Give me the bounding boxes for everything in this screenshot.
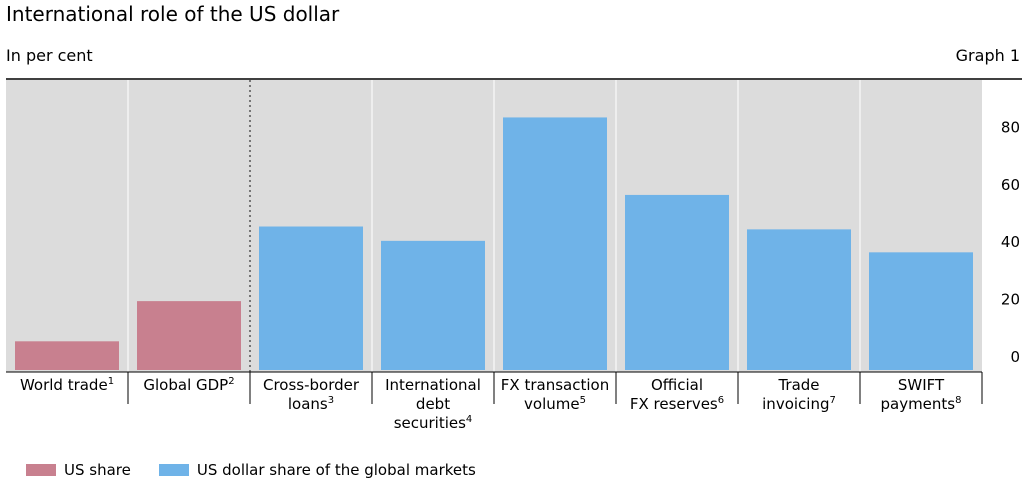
legend-swatch-global-markets (158, 464, 189, 476)
chart-title: International role of the US dollar (6, 2, 340, 26)
x-category-label: Official FX reserves6 (630, 376, 724, 413)
y-tick-label-0: 0 (1010, 348, 1020, 366)
bar-world-trade (15, 341, 119, 370)
chart-subtitle: In per cent (6, 46, 93, 65)
x-category-label: Trade invoicing7 (762, 376, 836, 413)
bar-chart: 0 20 40 60 80 World trade1 Global GDP2 Cross-bo… (6, 78, 1022, 432)
legend-label-global-markets: US dollar share of the global markets (196, 461, 476, 479)
x-category-label: International debt securities4 (385, 376, 481, 432)
bar-cross-border-loans (259, 226, 363, 370)
legend-item-us-share: US share (26, 461, 131, 479)
x-category-label: SWIFT payments8 (880, 376, 961, 413)
legend-swatch-us-share (26, 464, 56, 476)
x-category-label: World trade1 (20, 376, 114, 394)
bar-swift-payments (869, 252, 973, 370)
y-tick-label-40: 40 (1001, 233, 1020, 251)
graph-number-label: Graph 1 (955, 46, 1020, 65)
bar-global-gdp (137, 301, 241, 370)
legend-label-us-share: US share (64, 461, 131, 479)
x-category-label: Global GDP2 (143, 376, 234, 394)
y-tick-label-20: 20 (1001, 291, 1020, 309)
y-tick-label-80: 80 (1001, 118, 1020, 136)
bar-fx-transaction-volume (503, 117, 607, 370)
x-category-label: Cross-border loans3 (263, 376, 360, 413)
legend: US share US dollar share of the global m… (26, 461, 504, 479)
x-category-label: FX transaction volume5 (501, 376, 609, 413)
legend-item-global-markets: US dollar share of the global markets (158, 461, 476, 479)
bar-official-fx-reserves (625, 194, 729, 370)
bar-international-debt-securities (381, 240, 485, 370)
y-tick-label-60: 60 (1001, 176, 1020, 194)
bar-trade-invoicing (747, 229, 851, 370)
